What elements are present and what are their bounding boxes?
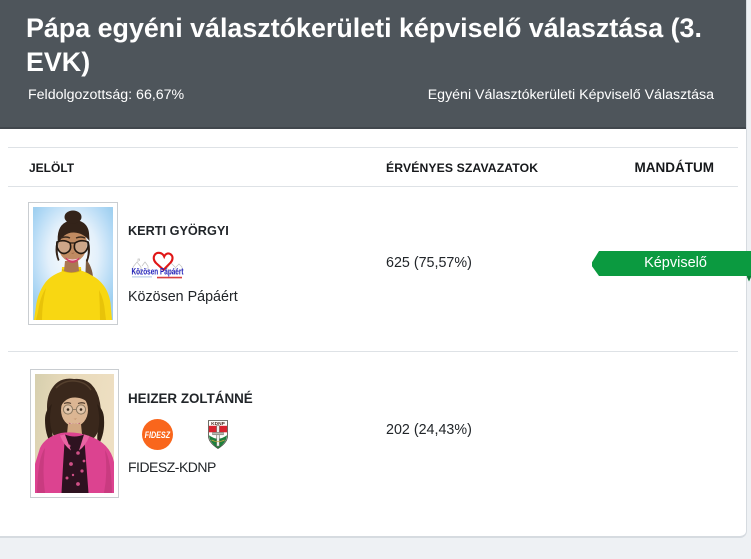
svg-text:KDNP: KDNP	[212, 421, 226, 426]
svg-text:Közösen Pápáért: Közösen Pápáért	[132, 266, 184, 276]
svg-text:FIDESZ: FIDESZ	[145, 430, 171, 441]
